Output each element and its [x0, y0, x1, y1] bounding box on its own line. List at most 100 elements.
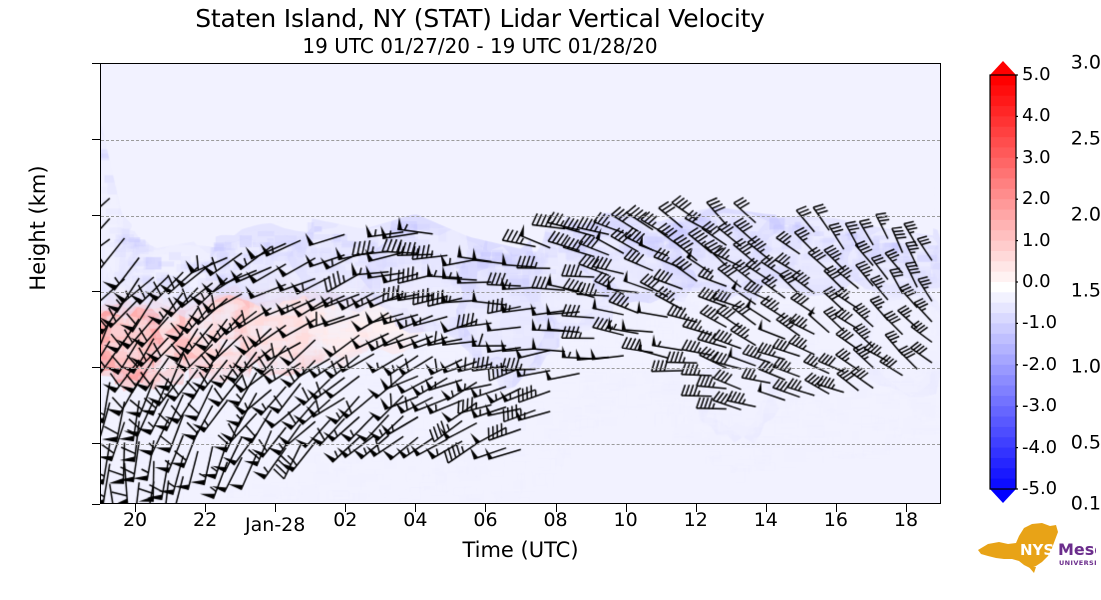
colorbar-band [990, 406, 1016, 418]
y-tick-label: 1.5 [1070, 279, 1101, 302]
x-tick-label: 16 [823, 509, 848, 531]
colorbar-tick-label: -5.0 [1022, 478, 1058, 499]
x-tick-mark [135, 504, 137, 512]
colorbar-band [990, 116, 1016, 128]
colorbar-band [990, 333, 1016, 345]
colorbar-band [990, 323, 1016, 335]
y-tick-label: 0.5 [1070, 431, 1101, 454]
y-tick-label: 0.1 [1070, 492, 1101, 515]
colorbar-tick-label: -2.0 [1022, 353, 1058, 375]
colorbar-band [990, 261, 1016, 273]
colorbar-band [990, 313, 1016, 324]
x-tick-mark [555, 504, 557, 512]
x-tick-label: 22 [193, 509, 218, 531]
x-tick-label: 20 [122, 509, 148, 531]
y-tick-label: 1.0 [1070, 355, 1101, 378]
colorbar-band [990, 147, 1016, 159]
x-tick-mark [625, 504, 627, 512]
x-tick-mark [415, 504, 417, 512]
colorbar-band [990, 457, 1016, 469]
colorbar-band [990, 240, 1016, 252]
colorbar-tick-label: 5.0 [1022, 64, 1051, 85]
colorbar-band [990, 126, 1016, 138]
title-block: Staten Island, NY (STAT) Lidar Vertical … [0, 4, 960, 58]
plot-area [100, 63, 941, 504]
x-tick-mark [835, 504, 837, 512]
x-tick-label: 02 [333, 509, 358, 531]
colorbar-band [990, 137, 1016, 149]
colorbar-band [990, 344, 1016, 356]
y-axis-title: Height (km) [26, 165, 50, 291]
colorbar-band [990, 199, 1016, 211]
colorbar-tick-label: 2.0 [1022, 188, 1051, 210]
colorbar-band [990, 209, 1016, 221]
x-tick-mark [905, 504, 907, 512]
logo-mesonet-text: Mesonet [1058, 540, 1096, 559]
colorbar-band [990, 188, 1016, 200]
colorbar-extend-min-icon [990, 489, 1016, 503]
colorbar-band [990, 85, 1016, 97]
colorbar-band [990, 157, 1016, 169]
colorbar-band [990, 364, 1016, 376]
nys-mesonet-logo: NYS Mesonet UNIVERSITY AT ALBANY [972, 518, 1096, 578]
y-tick-mark [92, 504, 100, 505]
colorbar-band [990, 95, 1016, 107]
colorbar-tick-label: 0.0 [1022, 271, 1051, 292]
x-tick-mark [275, 504, 277, 512]
x-tick-label: 18 [893, 509, 919, 531]
x-tick-mark [345, 504, 347, 512]
colorbar-band [990, 468, 1016, 480]
x-tick-label: 06 [473, 509, 498, 531]
colorbar-band [990, 354, 1016, 366]
colorbar-band [990, 178, 1016, 190]
colorbar-gradient [989, 61, 1018, 503]
x-tick-mark [485, 504, 487, 512]
y-tick-label: 3.0 [1070, 51, 1101, 74]
y-tick-mark [92, 215, 100, 217]
x-tick-label: Jan-28 [245, 514, 306, 536]
colorbar-tick-label: 1.0 [1022, 229, 1051, 251]
colorbar-band [990, 75, 1016, 86]
colorbar-tick-label: -3.0 [1022, 395, 1058, 417]
y-tick-mark [92, 63, 100, 64]
x-tick-label: 10 [613, 509, 638, 531]
y-tick-mark [92, 291, 100, 293]
wind-barb-overlay [101, 64, 940, 503]
colorbar-tick-label: 4.0 [1022, 105, 1051, 127]
colorbar-band [990, 426, 1016, 438]
x-tick-label: 14 [753, 509, 778, 531]
colorbar-band [990, 271, 1016, 283]
colorbar-band [990, 375, 1016, 387]
colorbar-tick-label: -1.0 [1022, 312, 1058, 334]
colorbar-tick-label: 3.0 [1022, 146, 1051, 168]
colorbar-extend-max-icon [990, 61, 1016, 75]
x-axis-title: Time (UTC) [462, 538, 579, 562]
colorbar-band [990, 292, 1016, 304]
colorbar-band [990, 168, 1016, 180]
colorbar: 5.0 4.0 3.0 2.0 1.0 0.0 -1.0 -2.0 -3.0 -4.0 -5.0 [988, 60, 1057, 506]
colorbar-band [990, 395, 1016, 407]
colorbar-band [990, 416, 1016, 428]
colorbar-band [990, 250, 1016, 262]
x-tick-label: 12 [683, 509, 708, 531]
y-tick-label: 2.0 [1070, 203, 1101, 226]
y-tick-mark [92, 367, 100, 369]
x-tick-mark [765, 504, 767, 512]
colorbar-band [990, 282, 1016, 293]
colorbar-band [990, 106, 1016, 117]
colorbar-band [990, 230, 1016, 242]
y-tick-label: 2.5 [1070, 127, 1101, 150]
x-tick-label: 08 [543, 509, 568, 531]
y-tick-mark [92, 443, 100, 445]
colorbar-band [990, 302, 1016, 314]
chart-subtitle: 19 UTC 01/27/20 - 19 UTC 01/28/20 [302, 34, 658, 58]
x-tick-mark [205, 504, 207, 512]
logo-nys-text: NYS [1020, 541, 1054, 559]
logo-tagline-text: UNIVERSITY AT ALBANY [1059, 559, 1096, 567]
logo-artwork: NYS Mesonet UNIVERSITY AT ALBANY [978, 523, 1096, 573]
x-tick-label: 04 [403, 509, 428, 531]
x-tick-mark [695, 504, 697, 512]
y-tick-mark [92, 139, 100, 141]
colorbar-band [990, 385, 1016, 397]
logo-tail-icon [1028, 566, 1036, 573]
